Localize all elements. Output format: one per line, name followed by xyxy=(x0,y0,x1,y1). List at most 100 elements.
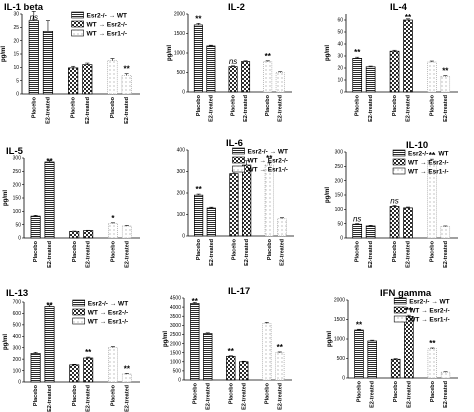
legend-swatch xyxy=(71,29,84,37)
y-axis-label: pg/ml xyxy=(325,187,331,203)
legend-label: WT → Esr1-/- xyxy=(88,319,128,326)
significance-label: ** xyxy=(265,52,272,61)
bar xyxy=(83,230,94,239)
bar xyxy=(440,76,451,93)
category-label: Placebo xyxy=(355,94,361,116)
y-tick-label: 60 xyxy=(337,18,343,24)
significance-label: ** xyxy=(266,154,273,163)
significance-label: ns xyxy=(353,215,361,224)
y-tick-label: 50 xyxy=(337,221,343,227)
y-axis-label: pg/ml xyxy=(3,334,9,350)
category-label: E2-treated xyxy=(86,385,92,412)
bar xyxy=(365,66,376,93)
bar xyxy=(82,64,93,95)
legend-swatch xyxy=(71,11,84,19)
category-label: Placebo xyxy=(265,94,271,116)
significance-label: ** xyxy=(405,13,412,22)
category-label: Placebo xyxy=(393,380,399,402)
y-tick-label: 5 xyxy=(16,78,19,84)
category-label: Placebo xyxy=(192,382,198,404)
category-label: Placebo xyxy=(430,380,436,402)
panel-title: IL-10 xyxy=(406,140,428,151)
y-tick-label: 0 xyxy=(342,376,345,382)
y-axis-label: pg/ml xyxy=(1,46,7,62)
category-label: E2-treated xyxy=(368,95,374,122)
bar xyxy=(108,223,118,239)
legend-label: Esr2-/- → WT xyxy=(87,13,127,20)
legend-label: WT → Esr1-/- xyxy=(409,317,449,324)
category-label: E2-treated xyxy=(47,241,53,268)
bar xyxy=(28,20,39,95)
bar xyxy=(264,164,274,237)
category-label: E2-treated xyxy=(277,383,283,410)
y-tick-label: 0 xyxy=(178,378,181,384)
category-label: E2-treated xyxy=(124,241,130,268)
category-label: E2-treated xyxy=(86,241,92,268)
legend: Esr2-/- → WT WT → Esr2-/- WT → Esr1-/- xyxy=(393,297,450,324)
y-tick-label: 2000 xyxy=(334,298,345,304)
significance-label: ** xyxy=(429,339,436,348)
bar xyxy=(352,58,363,93)
y-tick-label: 600 xyxy=(13,311,22,317)
y-tick-label: 500 xyxy=(337,356,346,362)
y-tick-label: 1000 xyxy=(174,51,185,57)
legend-label: WT → Esr2-/- xyxy=(87,22,127,29)
bar xyxy=(403,207,413,239)
y-tick-label: 100 xyxy=(335,207,344,213)
category-label: Placebo xyxy=(392,94,398,116)
legend-swatch xyxy=(392,149,406,157)
bar xyxy=(242,164,252,237)
category-label: Placebo xyxy=(357,380,363,402)
bar xyxy=(107,60,118,95)
bar xyxy=(262,323,272,381)
bar xyxy=(121,373,132,383)
bar xyxy=(228,66,238,93)
y-axis-label: pg/ml xyxy=(325,45,331,61)
y-tick-label: 300 xyxy=(335,150,344,156)
significance-label: ns xyxy=(229,57,237,66)
y-tick-label: 4500 xyxy=(170,296,181,302)
significance-label: ** xyxy=(195,14,202,23)
y-tick-label: 100 xyxy=(13,209,22,215)
y-axis-label: pg/ml xyxy=(167,45,173,61)
y-axis-label: pg/ml xyxy=(327,331,333,347)
category-label: E2-treated xyxy=(124,385,130,412)
category-label: E2-treated xyxy=(370,381,376,408)
bar xyxy=(390,358,401,379)
bar xyxy=(354,329,364,379)
legend: Esr2-/- → WT WT → Esr2-/- WT → Esr1-/- xyxy=(392,149,449,176)
significance-label: ** xyxy=(85,348,92,357)
y-tick-label: 500 xyxy=(177,70,186,76)
legend: Esr2-/- → WT WT → Esr2-/- WT → Esr1-/- xyxy=(232,147,288,174)
bar xyxy=(206,207,216,237)
y-tick-label: 1000 xyxy=(334,337,345,343)
bar xyxy=(121,225,132,239)
bar xyxy=(68,67,79,95)
y-tick-label: 400 xyxy=(177,148,186,154)
category-label: E2-treated xyxy=(45,97,51,124)
bar xyxy=(241,61,251,93)
significance-label: ** xyxy=(46,301,53,310)
y-tick-label: 0 xyxy=(18,236,21,242)
bar xyxy=(44,306,55,383)
category-label: E2-treated xyxy=(209,239,215,266)
y-tick-label: 500 xyxy=(173,369,182,375)
legend-label: WT → Esr2-/- xyxy=(409,308,449,315)
y-tick-label: 4000 xyxy=(170,305,181,311)
y-tick-label: 0 xyxy=(340,90,343,96)
category-label: Placebo xyxy=(33,240,39,262)
y-tick-label: 1500 xyxy=(174,31,185,37)
y-tick-label: 300 xyxy=(13,345,22,351)
y-tick-label: 10 xyxy=(13,65,19,71)
y-tick-label: 1500 xyxy=(170,350,181,356)
category-label: Placebo xyxy=(72,240,78,262)
significance-label: ns xyxy=(390,197,398,206)
bar xyxy=(226,355,236,381)
bar xyxy=(30,353,41,383)
bar xyxy=(194,194,204,237)
y-tick-label: 20 xyxy=(13,38,19,44)
y-tick-label: 0 xyxy=(182,90,185,96)
panel-title: IL-4 xyxy=(390,2,408,13)
category-label: E2-treated xyxy=(443,241,449,268)
